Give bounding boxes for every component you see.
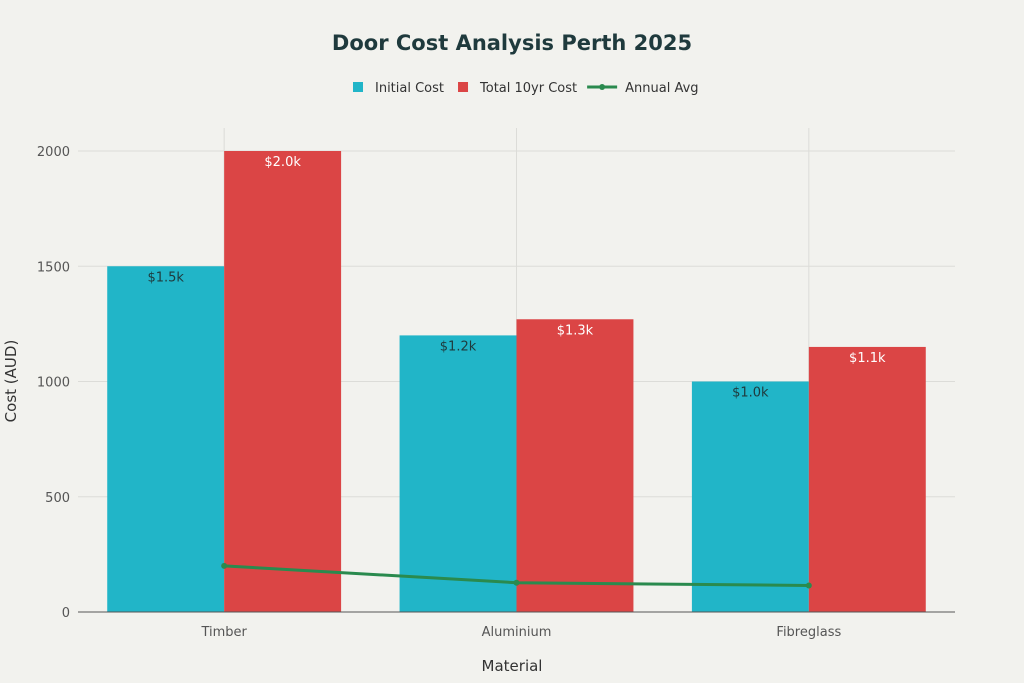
- legend-label: Annual Avg: [625, 81, 698, 96]
- line-point: [513, 579, 520, 586]
- y-tick-label: 0: [62, 606, 70, 621]
- data-label: $1.2k: [440, 339, 477, 354]
- y-tick-label: 2000: [37, 145, 70, 160]
- legend-line-marker: [599, 84, 606, 90]
- bar-initial-cost: [691, 381, 809, 612]
- bars: [107, 151, 926, 612]
- bar-total-10yr-cost: [516, 319, 634, 612]
- data-label: $1.1k: [849, 351, 886, 366]
- bar-initial-cost: [399, 335, 517, 612]
- data-label: $1.5k: [147, 270, 184, 285]
- line-point: [805, 582, 812, 589]
- bar-total-10yr-cost: [224, 151, 342, 612]
- line-point: [221, 562, 228, 569]
- legend-swatch: [458, 82, 469, 92]
- y-tick-label: 500: [45, 491, 70, 506]
- data-labels: $1.5k $1.2k $1.0k $2.0k $1.3k $1.1k: [147, 155, 886, 401]
- chart-title: Door Cost Analysis Perth 2025: [332, 31, 692, 55]
- bar-initial-cost: [107, 266, 225, 612]
- axes: 0 500 1000 1500 2000 Timber Aluminium Fibreglas…: [37, 145, 955, 640]
- x-tick-label: Fibreglass: [776, 625, 841, 640]
- bar-total-10yr-cost: [808, 346, 926, 612]
- data-label: $1.3k: [557, 323, 594, 338]
- data-label: $2.0k: [264, 155, 301, 170]
- legend-label: Initial Cost: [375, 81, 444, 96]
- y-axis-label: Cost (AUD): [2, 340, 20, 423]
- x-tick-label: Timber: [200, 625, 247, 640]
- legend-label: Total 10yr Cost: [479, 81, 577, 96]
- legend-swatch: [353, 82, 363, 92]
- legend: Initial Cost Total 10yr Cost Annual Avg: [353, 81, 699, 96]
- line-series: [221, 562, 812, 589]
- x-tick-label: Aluminium: [482, 625, 552, 640]
- data-label: $1.0k: [732, 386, 769, 401]
- x-axis-label: Material: [482, 657, 543, 675]
- y-tick-label: 1500: [37, 260, 70, 275]
- y-tick-label: 1000: [37, 376, 70, 391]
